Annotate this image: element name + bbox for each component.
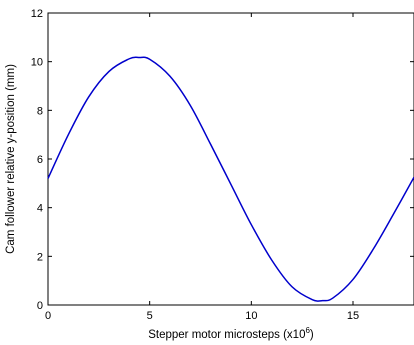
y-tick-label: 0 <box>37 300 43 312</box>
x-axis: 0 5 10 15 <box>45 13 359 322</box>
x-axis-label: Stepper motor microsteps (x106) <box>148 326 314 341</box>
x-axis-label-exponent: 6 <box>305 326 310 335</box>
x-tick-label: 5 <box>147 310 153 322</box>
x-axis-label-text: Stepper motor microsteps (x10 <box>148 329 305 341</box>
plot-area <box>47 12 414 306</box>
y-tick-label: 12 <box>31 8 43 20</box>
series-layer <box>47 56 414 302</box>
y-tick-label: 8 <box>37 105 43 117</box>
x-tick-label: 0 <box>45 310 51 322</box>
y-tick-label: 2 <box>37 251 43 263</box>
y-tick-label: 6 <box>37 154 43 166</box>
y-tick-label: 10 <box>31 57 43 69</box>
x-axis-label-suffix: ) <box>310 329 314 341</box>
x-tick-label: 10 <box>245 310 257 322</box>
y-axis: 0 2 4 6 8 10 12 <box>31 8 414 312</box>
series-line-0 <box>47 56 414 302</box>
x-tick-label: 15 <box>347 310 359 322</box>
y-axis-label: Cam follower relative y-position (mm) <box>5 64 17 254</box>
y-tick-label: 4 <box>37 203 43 215</box>
